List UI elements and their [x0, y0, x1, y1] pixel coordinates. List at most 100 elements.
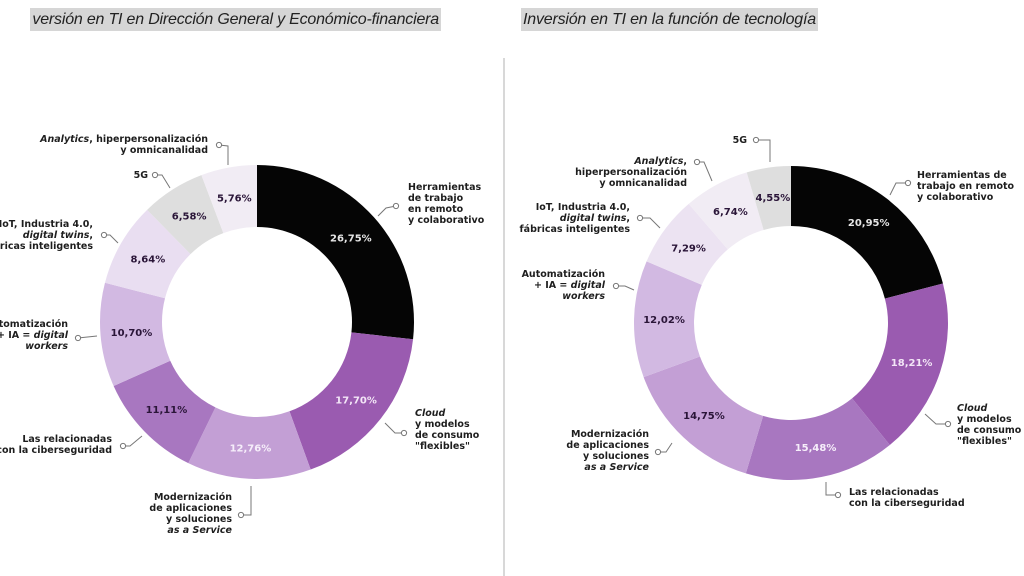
- label-text: de trabajo: [408, 193, 464, 204]
- leader-line: [697, 161, 713, 182]
- slice-value-label: 5,76%: [217, 194, 252, 205]
- donut-slice: [100, 282, 171, 386]
- slice-category-label: Modernización de aplicaciones y soluciones…: [149, 492, 232, 536]
- label-text: digital twins: [560, 213, 627, 224]
- label-text: hiperpersonalización: [575, 167, 687, 178]
- slice-category-label: Las relacionadas con la ciberseguridad: [0, 434, 112, 456]
- leader-dot: [392, 202, 400, 210]
- label-text: y soluciones: [583, 451, 649, 462]
- slice-category-label: Analytics, hiperpersonalización y omnicana…: [575, 156, 687, 189]
- chart-title-right: Inversión en TI en la función de tecnolo…: [521, 8, 818, 31]
- leader-dot: [693, 158, 701, 166]
- leader-line: [825, 482, 838, 496]
- label-text: Automatización: [0, 319, 68, 330]
- label-text: con la ciberseguridad: [849, 498, 965, 509]
- donut-slice: [852, 283, 948, 445]
- donut-slice: [746, 166, 791, 230]
- label-text: Herramientas: [408, 182, 481, 193]
- leader-dot: [752, 136, 760, 144]
- leader-line: [924, 413, 948, 425]
- label-text: de aplicaciones: [149, 503, 232, 514]
- donut-slice: [113, 360, 216, 464]
- label-text: Modernización: [571, 429, 649, 440]
- slice-category-label: Modernización de aplicaciones y soluciones…: [566, 429, 649, 473]
- label-text: IoT, Industria 4.0,: [0, 219, 93, 230]
- label-text: y omnicanalidad: [120, 145, 208, 156]
- slice-value-label: 12,02%: [643, 315, 685, 326]
- leader-dot: [237, 511, 245, 519]
- donut-slice: [791, 166, 943, 299]
- slice-category-label: Las relacionadas con la ciberseguridad: [849, 487, 965, 509]
- slice-value-label: 6,58%: [172, 211, 207, 222]
- label-text: + IA =: [0, 330, 34, 341]
- donut-slice: [745, 398, 890, 480]
- leader-line: [640, 217, 661, 229]
- label-text: + IA =: [534, 280, 571, 291]
- label-text: IoT, Industria 4.0,: [536, 202, 630, 213]
- label-text: Analytics: [633, 156, 683, 167]
- label-text: fábricas inteligentes: [0, 241, 93, 252]
- donut-slice: [634, 261, 702, 378]
- label-text: Las relacionadas: [849, 487, 939, 498]
- slice-value-label: 26,75%: [330, 233, 372, 244]
- leader-dot: [636, 214, 644, 222]
- label-text: Cloud: [957, 403, 988, 414]
- label-text: y colaborativo: [917, 192, 994, 203]
- donut-slice: [257, 165, 414, 340]
- label-text: y soluciones: [166, 514, 232, 525]
- slice-category-label: IoT, Industria 4.0,digital twins,fábrica…: [0, 219, 93, 252]
- leader-dot: [215, 141, 223, 149]
- leader-dot: [834, 491, 842, 499]
- label-text: Cloud: [415, 408, 446, 419]
- label-text: Analytics: [39, 134, 89, 145]
- leader-dot: [151, 171, 159, 179]
- slice-value-label: 14,75%: [683, 411, 725, 422]
- divider: [503, 58, 505, 576]
- leader-dot: [654, 448, 662, 456]
- donut-slice: [646, 203, 728, 285]
- slice-category-label: Analytics, hiperpersonalización y omnican…: [39, 134, 208, 156]
- leader-line: [889, 182, 908, 196]
- slice-value-label: 6,74%: [713, 207, 748, 218]
- label-text: "flexibles": [415, 441, 470, 452]
- label-text: con la ciberseguridad: [0, 445, 112, 456]
- label-text: digital: [34, 330, 69, 341]
- label-text: Las relacionadas: [22, 434, 112, 445]
- leader-dot: [119, 442, 127, 450]
- leader-line: [123, 435, 143, 447]
- label-text: as a Service: [167, 525, 232, 536]
- donut-slice: [289, 332, 414, 470]
- slice-category-label: IoT, Industria 4.0,digital twins,fábrica…: [520, 202, 631, 235]
- slice-value-label: 4,55%: [756, 193, 791, 204]
- label-text: fábricas inteligentes: [520, 224, 631, 235]
- slice-value-label: 10,70%: [111, 328, 153, 339]
- donut-slice: [688, 172, 764, 250]
- donut-slice: [201, 165, 257, 234]
- leader-line: [241, 486, 252, 516]
- leader-line: [77, 335, 98, 339]
- slice-value-label: 12,76%: [230, 443, 272, 454]
- donut-chart-left: 26,75% Herramientas de trabajo en remoto y c…: [0, 134, 485, 536]
- label-text: Herramientas de: [917, 170, 1007, 181]
- slice-category-label: Cloud y modelos de consumo "flexibles": [415, 408, 480, 452]
- donut-slice: [188, 407, 311, 479]
- slice-category-label: Cloud y modelos de consumo "flexibles": [957, 403, 1022, 447]
- slice-category-label: 5G: [733, 135, 748, 146]
- label-text: "flexibles": [957, 436, 1012, 447]
- donut-chart-right: 20,95%Herramientas de trabajo en remoto y …: [520, 135, 1022, 509]
- leader-dot: [944, 420, 952, 428]
- label-text: digital twins: [23, 230, 90, 241]
- label-text: y modelos: [415, 419, 470, 430]
- label-text: as a Service: [584, 462, 649, 473]
- slice-value-label: 11,11%: [146, 405, 188, 416]
- label-text: 5G: [134, 170, 149, 181]
- label-text: Automatización: [522, 269, 606, 280]
- label-text: ,: [683, 156, 687, 167]
- slice-value-label: 18,21%: [891, 358, 933, 369]
- leader-dot: [74, 334, 82, 342]
- donut-slice: [147, 175, 224, 255]
- label-text: en remoto: [408, 204, 464, 215]
- label-text: y omnicanalidad: [599, 178, 687, 189]
